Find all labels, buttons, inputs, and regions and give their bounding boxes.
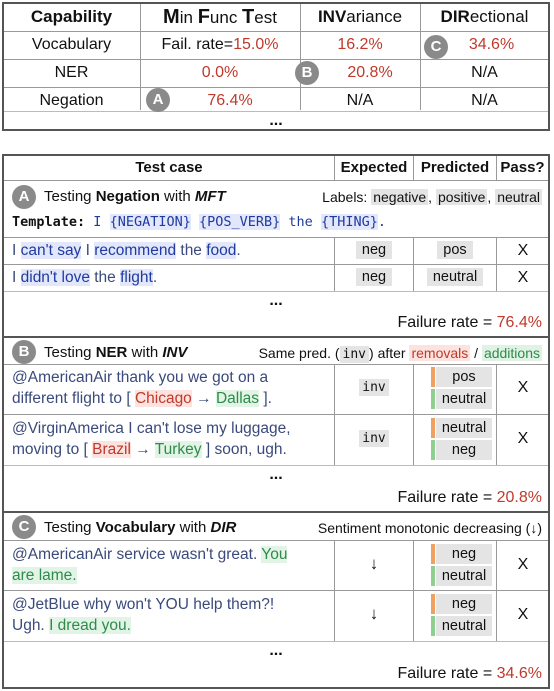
section-a-example-2: I didn't love the flight. <box>12 269 158 286</box>
a1-expected: neg <box>335 241 413 259</box>
header-predicted: Predicted <box>420 159 490 176</box>
detail-table: Test case Expected Predicted Pass? A Tes… <box>2 154 550 689</box>
badge-c: C <box>424 35 448 59</box>
section-c-example-2: @JetBlue why won't YOU help them?! Ugh. I… <box>12 596 275 634</box>
mft-ner: 0.0% <box>201 64 239 81</box>
section-b-example-1: @AmericanAir thank you we got on a differ… <box>12 369 272 407</box>
section-c-note: Sentiment monotonic decreasing (↓) <box>317 520 542 536</box>
header-inv: INVariance <box>317 7 403 26</box>
capability-ner: NER <box>54 64 89 81</box>
section-a-ellipsis: ... <box>269 292 283 309</box>
summary-ellipsis: ... <box>269 112 283 129</box>
summary-row-ner: NER 0.0% 20.8% N/A <box>4 60 548 86</box>
summary-table: Capability Min Func Test INVariance DIRe… <box>2 2 550 131</box>
section-a-example-1: I can't say I recommend the food. <box>12 242 241 259</box>
a2-pass: X <box>517 269 529 286</box>
mft-vocabulary: Fail. rate=15.0% <box>161 36 279 53</box>
b2-pass: X <box>517 430 529 447</box>
section-c-failure-rate: Failure rate = 34.6% <box>397 665 542 682</box>
b1-pass: X <box>517 379 529 396</box>
section-c-title: Testing Vocabulary with DIR <box>44 519 237 536</box>
header-test-case: Test case <box>135 159 203 176</box>
badge-b: B <box>295 61 319 85</box>
section-b-ellipsis: ... <box>269 466 283 483</box>
section-b-failure-rate: Failure rate = 20.8% <box>397 489 542 506</box>
section-b-note: Same pred. (inv) after removals / additi… <box>258 345 542 363</box>
b2-expected: inv <box>335 430 413 447</box>
dir-negation: N/A <box>471 92 498 109</box>
c1-expected: ↓ <box>369 554 379 573</box>
inv-vocabulary: 16.2% <box>337 36 383 53</box>
header-expected: Expected <box>340 159 408 176</box>
inv-ner: 20.8% <box>347 64 393 81</box>
section-b-badge: B <box>12 340 36 364</box>
section-b-title: Testing NER with INV <box>44 344 188 361</box>
section-c-ellipsis: ... <box>269 642 283 659</box>
header-capability: Capability <box>30 7 113 26</box>
dir-ner: N/A <box>471 64 498 81</box>
c1-pass: X <box>517 556 529 573</box>
section-a-labels: Labels: negative, positive, neutral <box>322 189 542 205</box>
section-a-badge: A <box>12 185 36 209</box>
section-c-badge: C <box>12 515 36 539</box>
inv-negation: N/A <box>346 92 374 109</box>
mft-negation: 76.4% <box>207 92 253 109</box>
header-dir: DIRectional <box>440 7 529 26</box>
badge-a: A <box>146 88 170 112</box>
summary-row-negation: Negation 76.4% N/A N/A <box>4 88 548 114</box>
dir-vocabulary: 34.6% <box>468 36 515 53</box>
header-pass: Pass? <box>500 159 545 176</box>
summary-row-vocabulary: Vocabulary Fail. rate=15.0% 16.2% 34.6% <box>4 32 548 58</box>
section-a-title: Testing Negation with MFT <box>44 188 226 205</box>
b1-expected: inv <box>335 379 413 396</box>
section-a-failure-rate: Failure rate = 76.4% <box>397 314 542 331</box>
section-c-example-1: @AmericanAir service wasn't great. You ar… <box>12 546 288 584</box>
capability-negation: Negation <box>39 92 104 109</box>
summary-header-row: Capability Min Func Test INVariance DIRe… <box>4 4 548 30</box>
section-a-template: Template: I {NEGATION} {POS_VERB} the {T… <box>12 214 386 230</box>
a2-predicted: neutral <box>414 268 496 286</box>
a1-pass: X <box>517 242 529 259</box>
section-b-example-2: @VirginAmerica I can't lose my luggage, m… <box>12 420 291 458</box>
c2-expected: ↓ <box>369 604 379 623</box>
header-mft: Min Func Test <box>163 6 277 28</box>
a1-predicted: pos <box>414 241 496 259</box>
c2-pass: X <box>517 606 529 623</box>
capability-vocabulary: Vocabulary <box>31 36 112 53</box>
a2-expected: neg <box>335 268 413 286</box>
